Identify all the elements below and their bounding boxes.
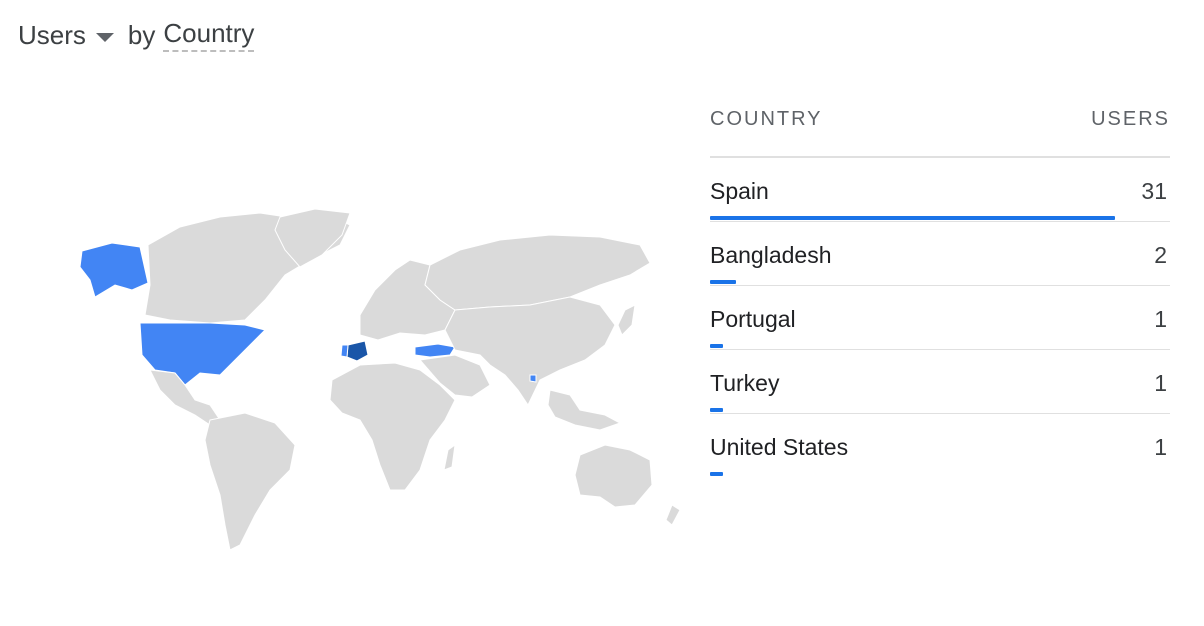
share-bar <box>710 408 723 412</box>
users-value: 1 <box>1154 370 1167 396</box>
country-name[interactable]: Bangladesh <box>710 242 832 268</box>
share-bar <box>710 280 736 284</box>
map-spain[interactable] <box>346 340 369 362</box>
country-name[interactable]: United States <box>710 434 849 460</box>
map-turkey[interactable] <box>414 343 456 358</box>
world-map <box>79 208 681 551</box>
map-portugal[interactable] <box>340 344 349 358</box>
table-row[interactable]: Portugal 1 <box>710 286 1170 350</box>
country-name[interactable]: Portugal <box>710 306 796 332</box>
metric-dropdown[interactable]: Users <box>18 20 128 51</box>
table-body: Spain 31 Bangladesh 2 Portugal 1 Turkey 1 United… <box>710 158 1170 477</box>
country-name[interactable]: Spain <box>710 178 769 204</box>
map-africa[interactable] <box>329 362 456 491</box>
dropdown-caret-icon[interactable] <box>95 32 114 42</box>
share-bar <box>710 216 1115 220</box>
users-value: 2 <box>1154 242 1167 268</box>
dimension-dropdown[interactable]: Country <box>163 18 255 52</box>
table-header: COUNTRY USERS <box>710 108 1170 158</box>
users-value: 31 <box>1141 178 1167 204</box>
table-row[interactable]: Bangladesh 2 <box>710 222 1170 286</box>
share-bar <box>710 472 723 476</box>
map-greenland[interactable] <box>274 208 351 268</box>
country-name[interactable]: Turkey <box>710 370 780 396</box>
users-value: 1 <box>1154 434 1167 460</box>
share-bar <box>710 344 723 348</box>
map-united-states[interactable] <box>139 322 266 386</box>
map-australia[interactable] <box>574 444 653 508</box>
map-middle-east[interactable] <box>419 354 491 398</box>
map-asia[interactable] <box>444 296 616 407</box>
metric-label: Users <box>18 19 86 50</box>
table-row[interactable]: Spain 31 <box>710 158 1170 222</box>
country-table: COUNTRY USERS Spain 31 Bangladesh 2 Portugal… <box>710 108 1170 477</box>
map-new-zealand[interactable] <box>665 504 681 526</box>
map-alaska[interactable] <box>79 242 149 298</box>
column-header-country[interactable]: COUNTRY <box>710 108 823 130</box>
map-japan[interactable] <box>617 304 636 336</box>
table-row[interactable]: Turkey 1 <box>710 350 1170 414</box>
table-row[interactable]: United States 1 <box>710 414 1170 477</box>
map-bangladesh[interactable] <box>529 374 537 383</box>
map-southeast-asia[interactable] <box>547 389 622 431</box>
by-label: by <box>127 19 156 50</box>
users-value: 1 <box>1154 306 1167 332</box>
column-header-users[interactable]: USERS <box>1091 108 1170 130</box>
map-madagascar[interactable] <box>443 443 456 471</box>
card-header: Users by Country <box>18 18 255 52</box>
map-russia[interactable] <box>424 234 651 311</box>
map-south-america[interactable] <box>204 412 296 551</box>
